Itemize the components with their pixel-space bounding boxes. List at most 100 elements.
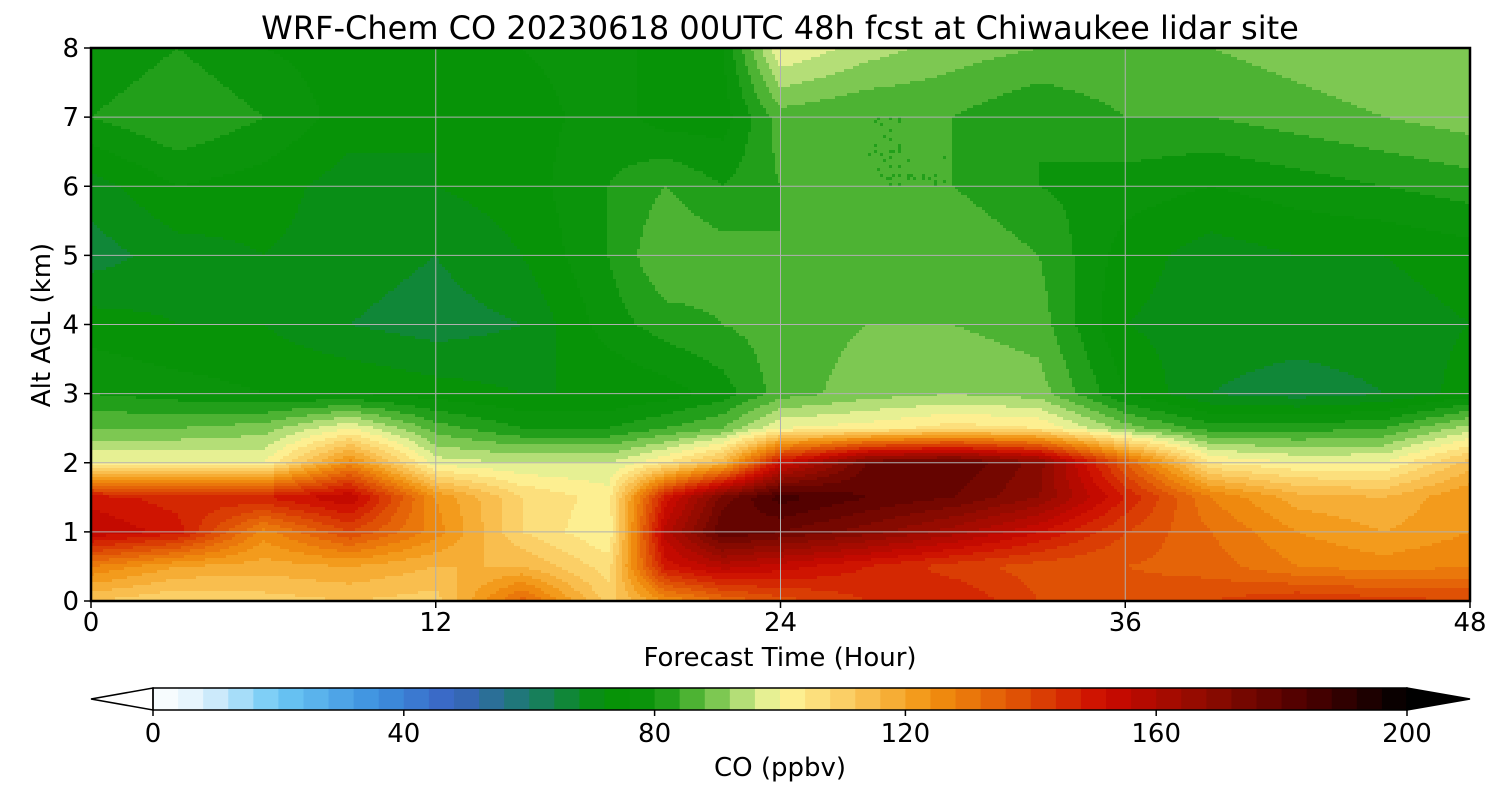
co-cell — [442, 534, 464, 538]
co-cell — [1111, 468, 1121, 472]
co-cell — [694, 306, 1049, 310]
co-cell — [391, 519, 407, 523]
co-cell — [442, 492, 467, 496]
co-cell — [631, 489, 638, 493]
co-cell — [1093, 369, 1118, 373]
co-cell — [1066, 210, 1142, 214]
co-cell — [1087, 357, 1115, 361]
co-cell — [541, 588, 560, 592]
co-cell — [679, 198, 782, 202]
co-cell — [838, 453, 857, 457]
co-cell — [523, 48, 638, 52]
co-cell — [628, 594, 641, 598]
co-cell — [1123, 471, 1136, 475]
co-cell — [187, 54, 281, 58]
co-cell — [634, 588, 647, 592]
co-cell — [364, 399, 449, 403]
co-cell — [991, 432, 1052, 436]
co-cell — [415, 471, 428, 475]
co-cell — [607, 210, 650, 214]
co-cell — [781, 417, 902, 421]
co-cell — [343, 543, 356, 547]
co-cell — [1180, 468, 1190, 472]
co-cell — [412, 501, 425, 505]
co-cell — [1111, 396, 1142, 400]
co-cell — [625, 564, 632, 568]
co-cell — [679, 444, 710, 448]
co-cell — [874, 87, 1022, 91]
co-cell — [91, 549, 104, 553]
co-cell — [1051, 324, 1076, 328]
co-cell — [637, 525, 641, 529]
co-cell — [850, 339, 995, 343]
co-cell — [640, 489, 647, 493]
co-cell — [916, 405, 1007, 409]
co-cell — [973, 501, 1016, 505]
co-cell — [1177, 501, 1196, 505]
co-cell — [505, 315, 554, 319]
co-cell — [1165, 267, 1400, 271]
co-cell — [724, 549, 785, 553]
co-cell — [616, 591, 629, 595]
co-cell — [991, 414, 1058, 418]
co-cell — [1453, 537, 1470, 541]
co-cell — [1102, 297, 1151, 301]
co-cell — [304, 453, 320, 457]
co-cell — [625, 525, 629, 529]
co-cell — [1138, 483, 1154, 487]
colorbar-swatch — [1080, 688, 1107, 710]
co-cell — [97, 111, 260, 115]
co-cell — [1330, 366, 1448, 370]
co-cell — [712, 225, 782, 229]
co-cell — [1030, 354, 1064, 358]
co-cell — [1096, 504, 1118, 508]
co-cell — [616, 408, 686, 412]
co-cell — [610, 348, 686, 352]
co-cell — [826, 75, 938, 79]
co-cell — [1444, 303, 1470, 307]
co-cell — [694, 447, 722, 451]
co-cell — [760, 417, 782, 421]
co-cell — [169, 225, 290, 229]
co-cell — [652, 501, 659, 505]
co-cell — [616, 519, 620, 523]
co-cell — [430, 462, 635, 466]
co-cell — [1186, 396, 1289, 400]
co-cell — [1234, 237, 1470, 241]
co-cell — [778, 63, 794, 67]
co-cell — [649, 567, 656, 571]
co-cell — [538, 474, 614, 478]
co-cell — [1105, 336, 1148, 340]
co-cell — [646, 546, 650, 550]
co-cell — [370, 306, 488, 310]
co-cell — [1408, 273, 1470, 277]
co-cell — [433, 552, 485, 556]
co-cell — [232, 516, 260, 520]
co-cell — [829, 456, 848, 460]
co-cell — [727, 459, 734, 463]
co-cell — [577, 285, 617, 289]
co-cell — [880, 168, 953, 172]
co-cell — [388, 474, 401, 478]
co-cell — [832, 372, 1046, 376]
co-cell — [475, 495, 500, 499]
co-cell — [616, 285, 656, 289]
co-cell — [655, 543, 659, 547]
co-cell — [1165, 456, 1178, 460]
co-cell — [1117, 456, 1130, 460]
colorbar-swatch — [905, 688, 931, 710]
co-cell — [457, 540, 485, 544]
co-cell — [1105, 285, 1157, 289]
co-cell — [643, 561, 647, 565]
co-cell — [1051, 390, 1076, 394]
co-cell — [1024, 447, 1049, 451]
co-cell — [865, 324, 956, 328]
co-cell — [1240, 375, 1355, 379]
co-cell — [1321, 363, 1448, 367]
co-cell — [361, 315, 506, 319]
co-field — [91, 48, 1470, 601]
co-cell — [1096, 438, 1115, 442]
co-cell — [997, 450, 1043, 454]
colorbar-swatch — [1331, 688, 1358, 710]
y-tick-label: 4 — [62, 311, 79, 341]
